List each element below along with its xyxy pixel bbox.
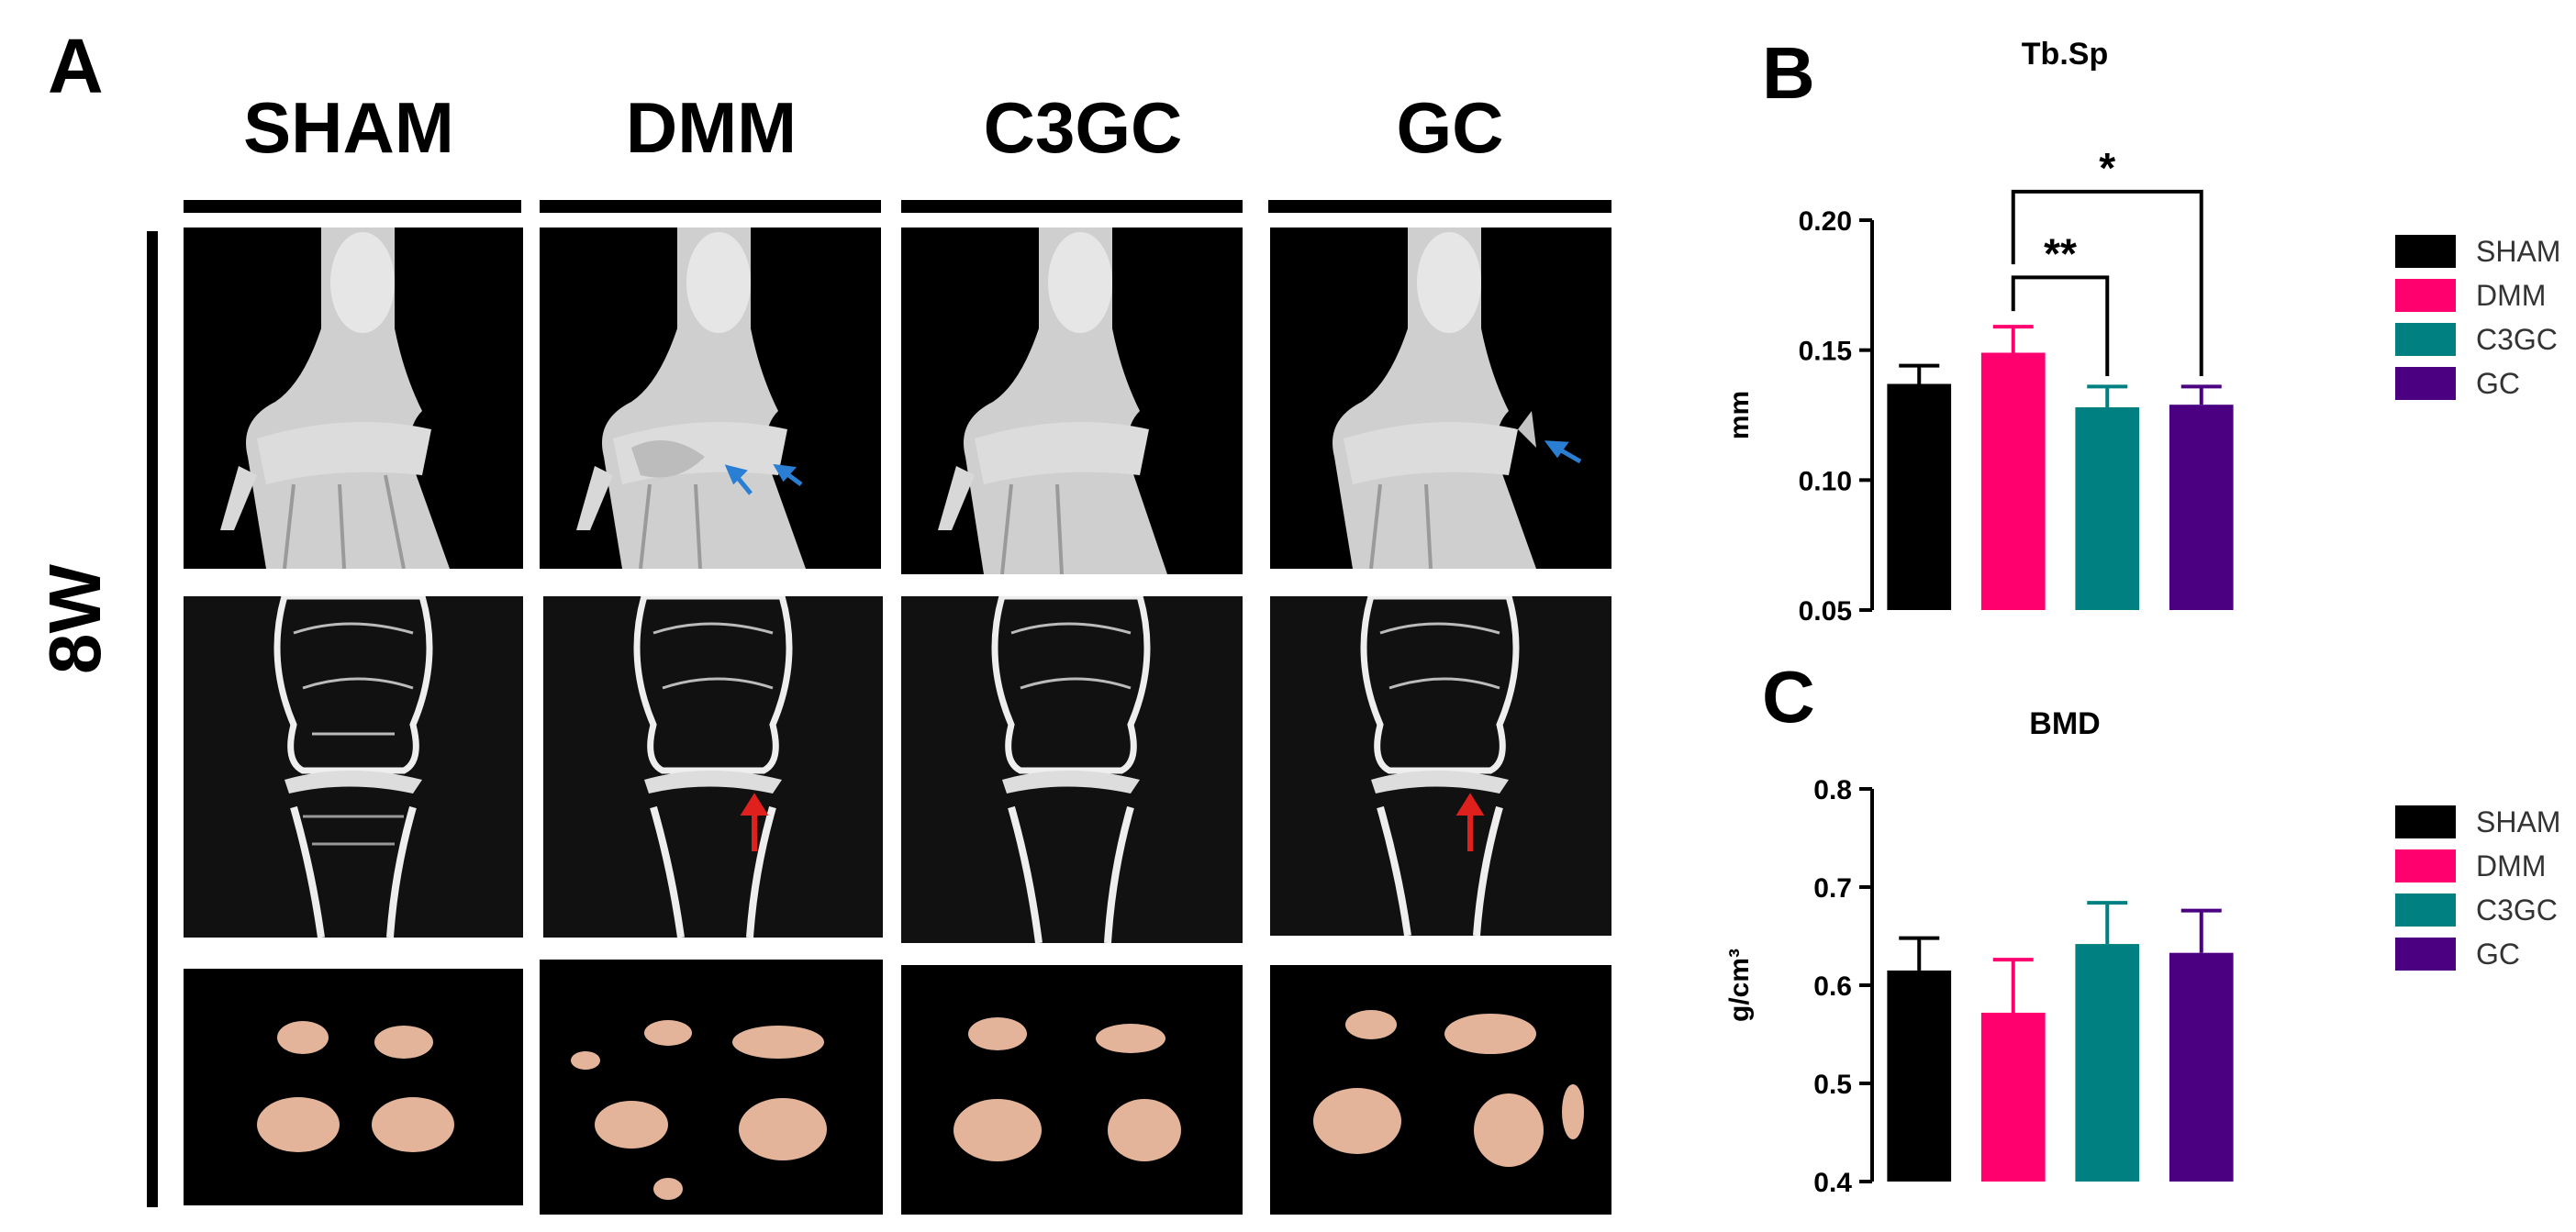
micro-ct-slice-dmm [543,596,883,938]
y-tick-label: 0.6 [1813,971,1852,1002]
column-bar-dmm [540,200,881,213]
meniscus-3d-c3gc [901,965,1243,1215]
significance-dmm-c3gc-label: ** [2044,229,2077,277]
legend-bmd: SHAM DMM C3GC GC [2395,800,2560,976]
bar-gc [2169,952,2234,1182]
y-tick-label: 0.15 [1799,337,1852,367]
legend-label-dmm: DMM [2476,849,2547,882]
panel-letter-b: B [1762,32,1815,114]
legend-label-sham: SHAM [2476,805,2561,838]
column-label-dmm: DMM [625,87,797,168]
legend-label-gc: GC [2476,937,2520,971]
bar-gc [2169,405,2234,610]
significance-dmm-gc-line [2011,189,2203,376]
meniscus-3d-gc [1270,965,1611,1215]
bar-c3gc [2075,944,2140,1182]
y-tick-label: 0.10 [1799,466,1852,496]
y-tick-label: 0.4 [1813,1168,1852,1198]
y-axis-label: mm [1724,391,1755,439]
legend-item-sham: SHAM [2395,800,2560,844]
bar-dmm [1980,1012,2046,1182]
legend-item-sham: SHAM [2395,229,2560,273]
chart-bmd: 0.4 0.5 0.6 0.7 0.8 g/cm³ [1724,775,2234,1198]
legend-item-dmm: DMM [2395,844,2560,888]
bar-dmm [1980,352,2046,610]
y-tick-label: 0.20 [1799,206,1852,237]
column-label-sham: SHAM [243,87,454,168]
column-bar-c3gc [901,200,1243,213]
legend-swatch-gc [2395,938,2456,971]
legend-tbsp: SHAM DMM C3GC GC [2395,229,2560,405]
micro-ct-slice-c3gc [901,596,1243,943]
y-tick-label: 0.7 [1813,873,1852,904]
bar-c3gc [2075,407,2140,610]
legend-label-c3gc: C3GC [2476,322,2558,356]
legend-label-sham: SHAM [2476,234,2561,268]
row-label-8w: 8W [34,564,116,674]
legend-label-gc: GC [2476,366,2520,400]
bar-sham [1887,970,1952,1182]
micro-ct-3d-sham [184,228,523,569]
legend-item-gc: GC [2395,932,2560,976]
legend-item-c3gc: C3GC [2395,317,2560,361]
y-axis-label: g/cm³ [1724,949,1755,1022]
column-bar-sham [184,200,521,213]
legend-label-c3gc: C3GC [2476,893,2558,927]
significance-dmm-c3gc-line [2011,275,2110,376]
panel-letter-a: A [48,23,104,109]
y-tick-label: 0.8 [1813,775,1852,805]
chart-title-bmd: BMD [2029,706,2101,741]
legend-swatch-dmm [2395,849,2456,882]
row-divider-line [147,231,158,1207]
legend-swatch-sham [2395,235,2456,268]
y-tick-label: 0.05 [1799,596,1852,627]
column-label-c3gc: C3GC [983,87,1183,168]
legend-label-dmm: DMM [2476,278,2547,312]
legend-item-dmm: DMM [2395,273,2560,317]
y-tick-label: 0.5 [1813,1070,1852,1100]
chart-title-tbsp: Tb.Sp [2021,37,2109,72]
column-label-gc: GC [1396,87,1504,168]
meniscus-3d-dmm [540,960,883,1215]
micro-ct-3d-gc [1270,228,1611,569]
micro-ct-3d-c3gc [901,228,1243,574]
micro-ct-slice-gc [1270,596,1611,936]
legend-swatch-gc [2395,367,2456,400]
micro-ct-slice-sham [184,596,523,938]
legend-swatch-sham [2395,805,2456,838]
micro-ct-3d-dmm [540,228,881,569]
panel-letter-c: C [1762,656,1815,738]
column-bar-gc [1268,200,1611,213]
legend-swatch-c3gc [2395,893,2456,927]
bar-sham [1887,383,1952,610]
legend-swatch-c3gc [2395,323,2456,356]
legend-item-c3gc: C3GC [2395,888,2560,932]
legend-item-gc: GC [2395,361,2560,405]
significance-dmm-gc-label: * [2099,144,2115,192]
legend-swatch-dmm [2395,279,2456,312]
meniscus-3d-sham [184,969,523,1205]
